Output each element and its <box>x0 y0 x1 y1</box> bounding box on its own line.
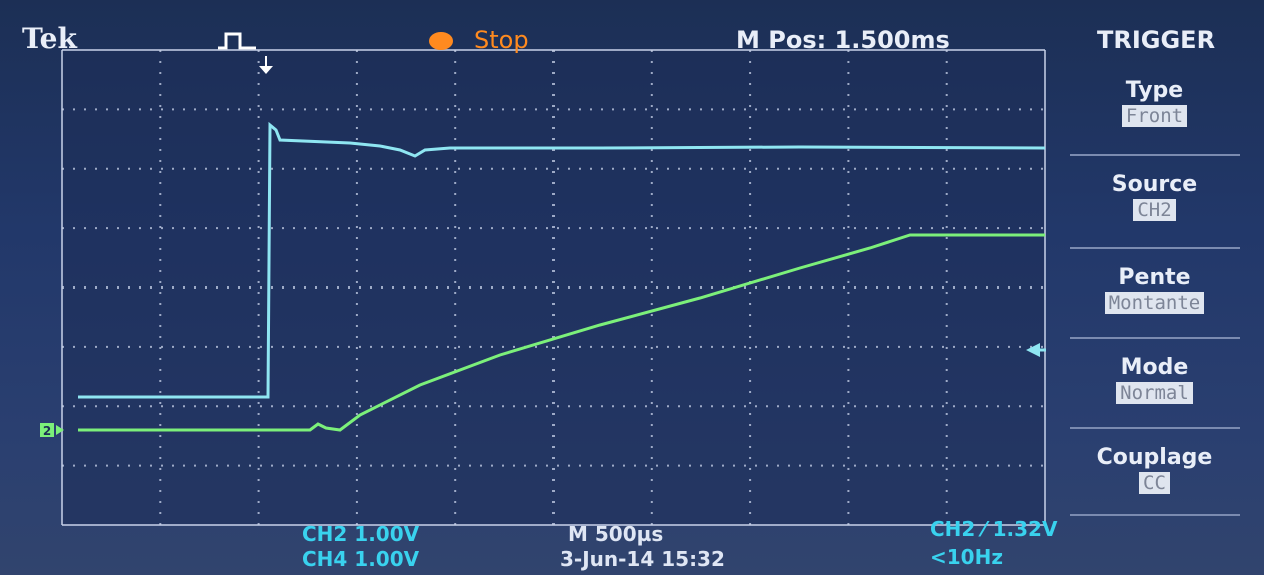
channel-marker-arrow <box>56 425 64 435</box>
menu-item[interactable]: Type Front <box>1062 78 1247 127</box>
ch4-scale: CH4 1.00V <box>302 547 420 571</box>
menu-label: Pente <box>1118 265 1191 290</box>
menu-value: Front <box>1121 105 1188 127</box>
menu-value: CH2 <box>1133 199 1176 221</box>
menu-value: CC <box>1139 472 1170 494</box>
plot-area <box>62 50 1045 525</box>
menu-item[interactable]: Pente Montante <box>1062 265 1247 314</box>
menu-label: Couplage <box>1096 445 1213 470</box>
menu-item[interactable]: Mode Normal <box>1062 355 1247 404</box>
date-time: 3-Jun-14 15:32 <box>560 547 725 571</box>
run-status: Stop <box>474 26 529 54</box>
channel-marker-label: 2 <box>43 424 51 438</box>
horizontal-position: M Pos: 1.500ms <box>736 26 950 54</box>
ch2-trace <box>78 121 1046 399</box>
channel-marker-box <box>40 423 54 437</box>
menu-title: TRIGGER <box>1097 26 1216 54</box>
brand: Tek <box>22 22 77 55</box>
ch4-trace <box>78 233 1045 432</box>
menu-label: Mode <box>1120 355 1189 380</box>
timebase: M 500µs <box>568 522 664 546</box>
menu-label: Source <box>1111 172 1198 197</box>
trigger-setting: CH2 ⁄ 1.32V <box>930 517 1058 541</box>
menu-item[interactable]: Source CH2 <box>1062 172 1247 221</box>
trigger-position-marker <box>259 56 273 74</box>
trigger-frequency: <10Hz <box>930 545 1003 569</box>
menu-value: Montante <box>1104 292 1205 314</box>
trigger-level-marker <box>1026 343 1040 357</box>
menu-item[interactable]: Couplage CC <box>1062 445 1247 494</box>
stop-indicator <box>429 32 453 50</box>
acquisition-icon <box>218 32 256 50</box>
menu-label: Type <box>1125 78 1184 103</box>
menu-value: Normal <box>1116 382 1193 404</box>
ch2-scale: CH2 1.00V <box>302 522 420 546</box>
